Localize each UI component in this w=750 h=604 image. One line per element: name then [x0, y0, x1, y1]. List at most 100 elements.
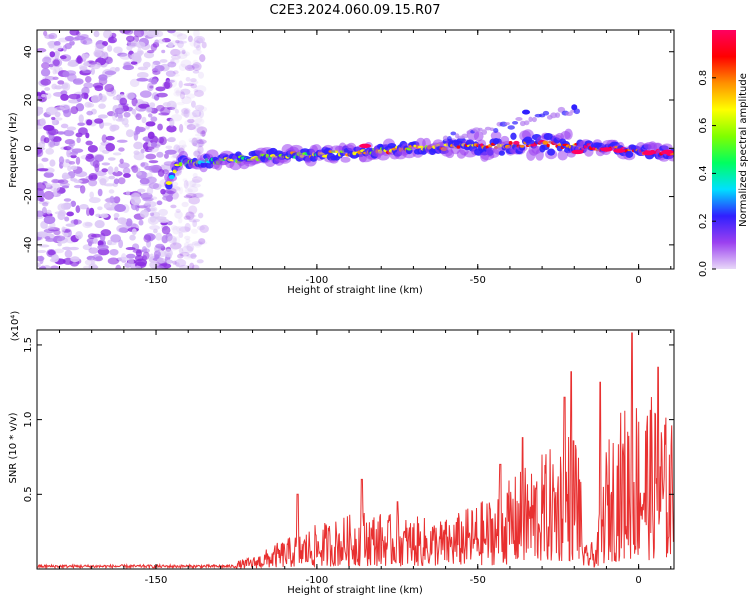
- spectrogram-noise-blob: [131, 164, 139, 174]
- spectrogram-noise-blob: [68, 93, 81, 100]
- spectrogram-noise-blob: [149, 225, 161, 231]
- spectrogram-noise-blob: [153, 250, 161, 258]
- spectrogram-ridge-halo: [473, 130, 484, 142]
- spectrogram-noise-blob: [178, 80, 183, 88]
- spectrogram-noise-blob: [188, 218, 201, 223]
- spectrogram-noise-blob: [93, 30, 100, 38]
- spectrogram-noise-blob: [151, 196, 158, 200]
- spectrogram-noise-blob: [155, 232, 163, 241]
- spectrogram-noise-blob: [79, 66, 88, 71]
- snr-x-ticks: -150 -100 -50 0: [59, 330, 672, 586]
- spectrogram-noise-blob: [139, 90, 152, 98]
- spectrogram-noise-blob: [82, 221, 93, 229]
- spectrogram-noise-blob: [94, 44, 106, 49]
- spectrogram-noise-blob: [186, 243, 195, 252]
- y-tick-label: 1.0: [23, 412, 34, 428]
- spectrogram-noise-blob: [97, 114, 108, 119]
- spectrogram-noise-blob: [67, 144, 74, 151]
- spectrogram-branch-blob: [542, 110, 550, 116]
- spectrogram-noise-blob: [106, 111, 116, 117]
- spectrogram-noise-blob: [193, 35, 206, 44]
- spectrogram-noise-blob: [161, 235, 169, 244]
- spectrogram-branch-blob: [507, 125, 515, 130]
- spectrogram-noise-blob: [162, 81, 173, 90]
- spectrogram-noise-blob: [188, 196, 200, 205]
- spectrogram-noise-blob: [70, 151, 79, 155]
- spectrogram-noise-blob: [181, 49, 186, 55]
- spectrogram-noise-blob: [148, 160, 159, 164]
- spectrogram-noise-blob: [73, 184, 82, 189]
- spectrogram-noise-blob: [174, 236, 181, 245]
- spectrogram-noise-blob: [89, 191, 95, 199]
- spectrogram-noise-blob: [146, 30, 159, 38]
- spectrogram-noise-blob: [133, 152, 145, 161]
- spectrogram-y-label: Frequency (Hz): [8, 112, 19, 188]
- spectrogram-noise-blob: [165, 77, 171, 83]
- spectrogram-noise-blob: [182, 112, 189, 117]
- spectrogram-noise-blob: [164, 248, 173, 258]
- spectrogram-noise-blob: [119, 158, 124, 164]
- spectrogram-branch-blob: [450, 131, 457, 136]
- spectrogram-noise-blob: [149, 253, 154, 260]
- spectrogram-noise-blob: [173, 91, 183, 97]
- spectrogram-noise-blob: [112, 152, 122, 156]
- spectrogram-noise-blob: [107, 157, 116, 161]
- spectrogram-noise-blob: [110, 234, 122, 243]
- spectrogram-noise-blob: [193, 40, 201, 49]
- spectrogram-noise-blob: [87, 145, 98, 153]
- x-tick-label: 0: [635, 575, 641, 586]
- colorbar-bar: [712, 30, 736, 269]
- spectrogram-noise-blob: [58, 210, 67, 217]
- spectrogram-noise-blob: [165, 79, 175, 83]
- spectrogram-noise-blob: [159, 59, 168, 63]
- x-tick-label: 0: [635, 275, 641, 286]
- spectrogram-noise-blob: [181, 108, 188, 117]
- spectrogram-ridge-core: [498, 150, 506, 156]
- spectrogram-noise-blob: [196, 139, 207, 145]
- spectrogram-noise-blob: [150, 206, 158, 212]
- spectrogram-noise-blob: [73, 219, 79, 225]
- spectrogram-noise-blob: [185, 211, 195, 220]
- spectrogram-noise-blob: [191, 264, 200, 269]
- spectrogram-noise-blob: [186, 64, 193, 70]
- spectrogram-noise-blob: [86, 119, 93, 126]
- spectrogram-noise-blob: [194, 117, 205, 126]
- spectrogram-noise-blob: [178, 232, 184, 238]
- spectrogram-noise-blob: [188, 205, 198, 215]
- spectrogram-noise-blob: [65, 159, 70, 164]
- spectrogram-noise-blob: [186, 254, 198, 258]
- snr-panel: -150 -100 -50 0 0.5 1.0 1.5 Height of straigh…: [8, 311, 675, 596]
- snr-series-line: [37, 332, 674, 569]
- spectrogram-noise-blob: [99, 178, 107, 186]
- spectrogram-noise-blob: [145, 106, 153, 113]
- spectrogram-noise-blob: [60, 93, 69, 101]
- spectrogram-noise-blob: [170, 242, 182, 250]
- spectrogram-noise-blob: [178, 264, 191, 269]
- spectrogram-noise-blob: [189, 39, 196, 47]
- spectrogram-noise-blob: [75, 156, 81, 165]
- spectrogram-noise-blob: [72, 78, 84, 85]
- spectrogram-noise-blob: [190, 78, 197, 83]
- spectrogram-noise-blob: [190, 83, 198, 89]
- spectrogram-noise-blob: [59, 104, 71, 110]
- spectrogram-noise-blob: [112, 96, 119, 101]
- spectrogram-noise-blob: [58, 156, 65, 165]
- spectrogram-noise-blob: [178, 123, 184, 133]
- spectrogram-noise-blob: [125, 190, 130, 196]
- spectrogram-noise-blob: [129, 78, 140, 88]
- spectrogram-noise-blob: [156, 151, 164, 158]
- spectrogram-noise-blob: [70, 256, 80, 263]
- spectrogram-noise-blob: [174, 258, 187, 267]
- spectrogram-noise-blob: [37, 182, 46, 191]
- spectrogram-noise-blob: [196, 225, 205, 231]
- spectrogram-noise-blob: [38, 140, 46, 149]
- spectrogram-hot-spot: [642, 150, 655, 156]
- spectrogram-noise-blob: [78, 127, 88, 135]
- spectrogram-noise-blob: [198, 110, 204, 118]
- spectrogram-noise-blob: [51, 83, 58, 90]
- spectrogram-noise-blob: [147, 113, 153, 118]
- spectrogram-noise-blob: [183, 256, 194, 260]
- spectrogram-noise-blob: [183, 242, 190, 249]
- spectrogram-noise-blob: [161, 226, 171, 235]
